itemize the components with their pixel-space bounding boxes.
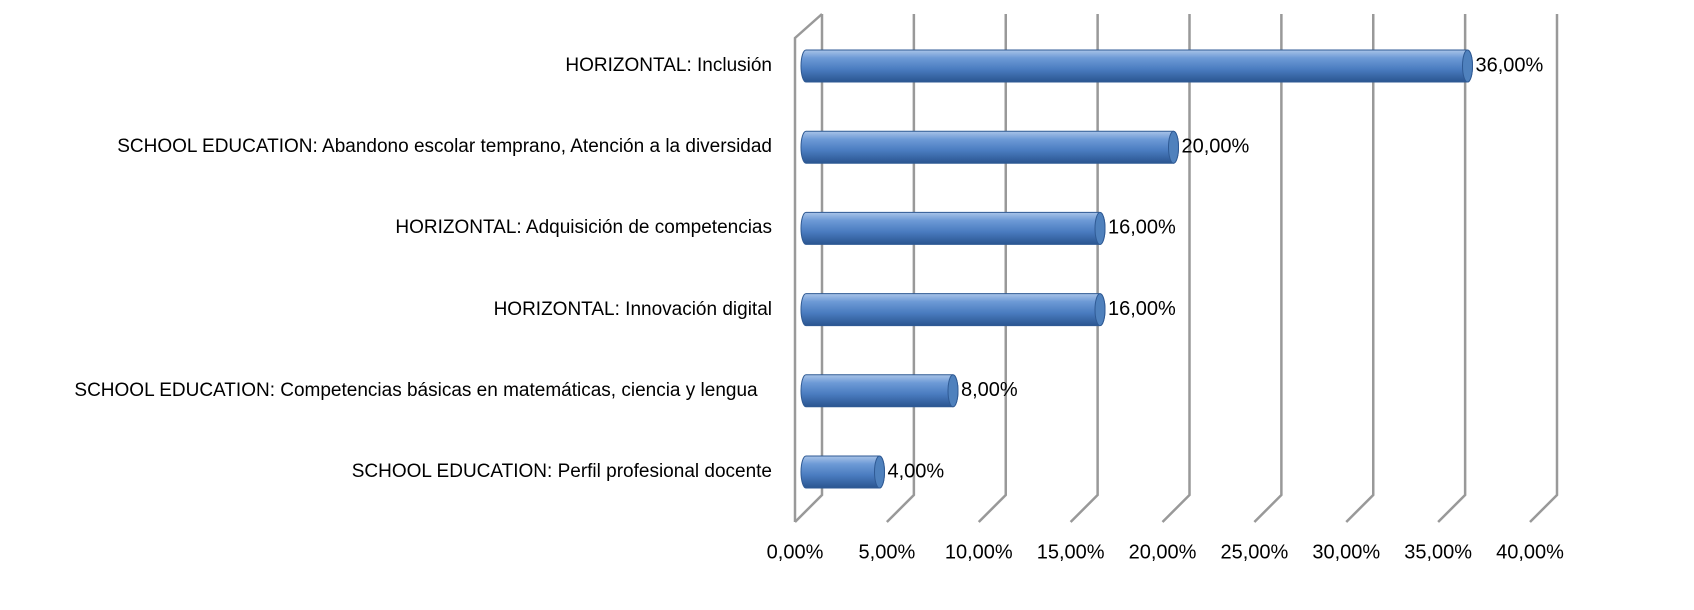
category-label: SCHOOL EDUCATION: Perfil profesional doc…: [351, 461, 772, 482]
bar-cap: [1168, 130, 1179, 164]
x-tick-label: 40,00%: [1496, 541, 1564, 563]
x-tick-label: 25,00%: [1220, 541, 1288, 563]
bar-cap: [1462, 49, 1473, 83]
category-label: SCHOOL EDUCATION: Competencias básicas e…: [74, 379, 758, 401]
bar-cap: [947, 374, 959, 408]
bar-body: [800, 211, 1106, 245]
value-label: 36,00%: [1476, 54, 1544, 76]
bar: [800, 211, 1106, 245]
left-wall: [793, 13, 823, 522]
bar-cap: [1094, 211, 1106, 245]
bar: [800, 455, 885, 489]
x-tick-label: 20,00%: [1129, 541, 1197, 563]
category-label: HORIZONTAL: Adquisición de competencias: [395, 217, 772, 239]
bar-body: [800, 130, 1179, 164]
grid-line: [1437, 14, 1467, 523]
grid-line: [977, 14, 1007, 523]
value-label: 20,00%: [1182, 135, 1250, 157]
bar-cap: [874, 455, 885, 489]
value-label: 8,00%: [961, 379, 1018, 401]
bar-body: [800, 293, 1106, 327]
bar-body: [800, 455, 885, 489]
x-tick-label: 10,00%: [945, 541, 1013, 563]
x-tick-label: 35,00%: [1404, 541, 1472, 563]
bar: [800, 130, 1179, 164]
grid-line: [1345, 14, 1375, 523]
category-label: HORIZONTAL: Inclusión: [565, 55, 772, 76]
bar: [800, 293, 1106, 327]
bar-body: [800, 374, 959, 408]
x-tick-label: 15,00%: [1037, 541, 1105, 563]
bar: [800, 374, 959, 408]
category-label: SCHOOL EDUCATION: Abandono escolar tempr…: [117, 136, 772, 158]
x-tick-label: 0,00%: [767, 541, 824, 563]
grid-line: [1529, 14, 1559, 523]
grid-line: [1069, 14, 1099, 523]
grid-line: [885, 14, 916, 523]
x-tick-label: 30,00%: [1312, 541, 1380, 563]
bar-cap: [1094, 293, 1106, 327]
value-label: 4,00%: [888, 460, 945, 482]
category-label: HORIZONTAL: Innovación digital: [493, 298, 772, 320]
grid-line: [1161, 14, 1191, 523]
bar: [800, 49, 1473, 83]
x-tick-label: 5,00%: [859, 541, 916, 563]
value-label: 16,00%: [1108, 217, 1176, 239]
grid-line: [1253, 14, 1283, 523]
grid-line: [794, 14, 824, 523]
value-label: 16,00%: [1108, 298, 1176, 320]
bar-body: [800, 49, 1473, 83]
